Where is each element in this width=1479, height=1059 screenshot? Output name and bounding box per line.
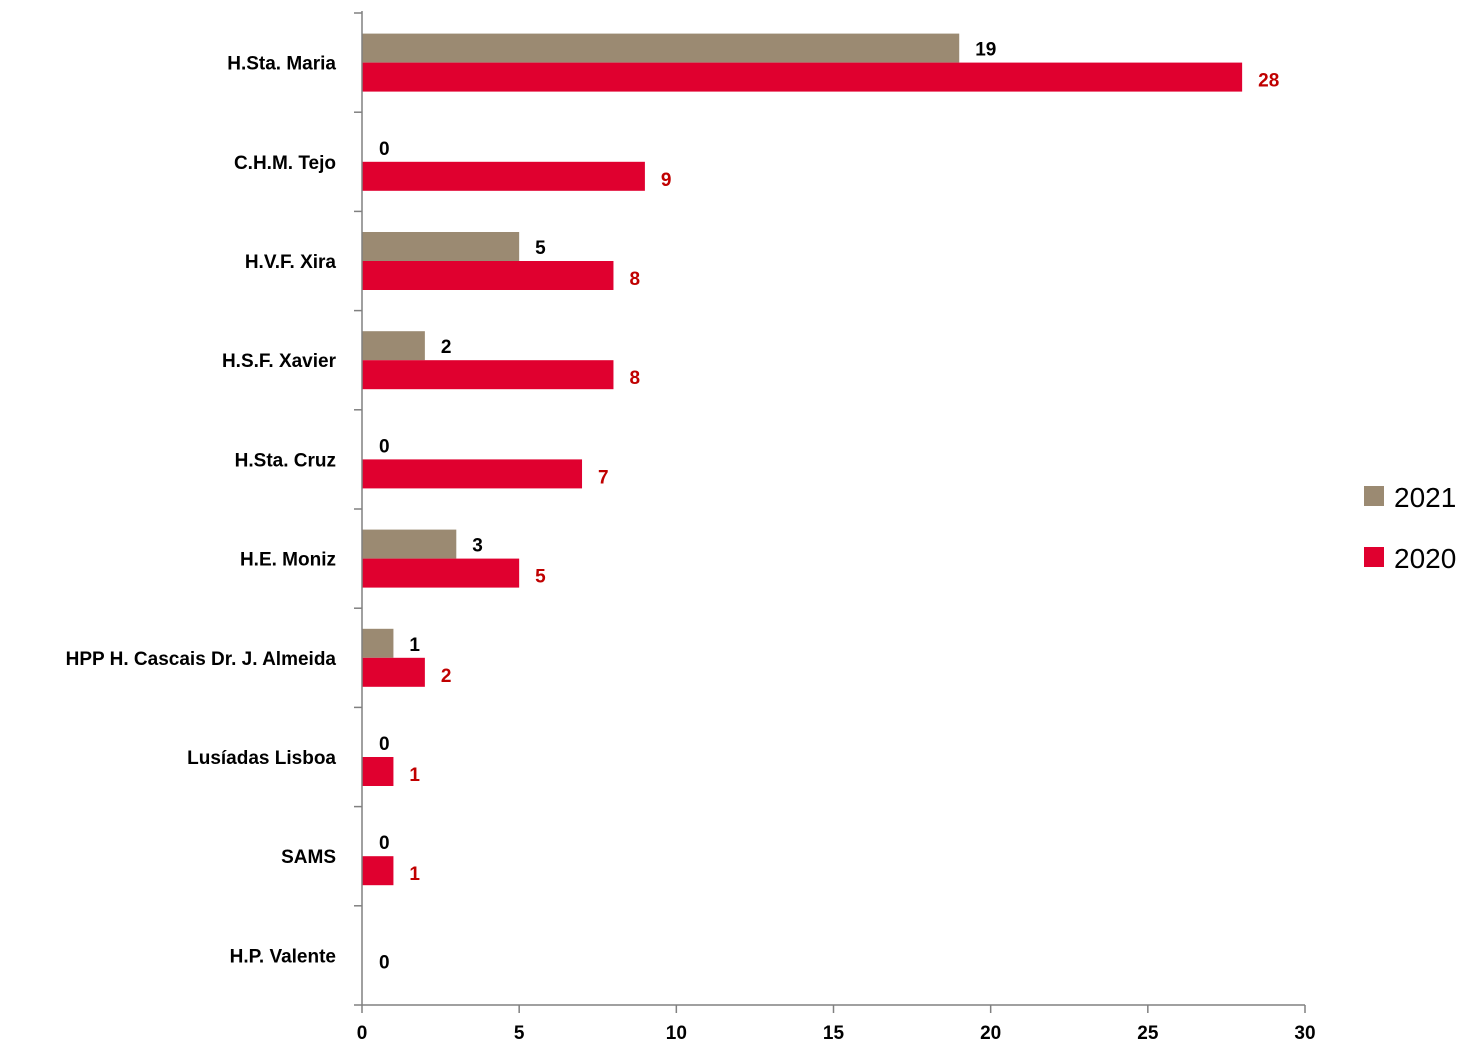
x-tick-label: 10 [666, 1023, 687, 1044]
x-tick-label: 25 [1137, 1023, 1159, 1044]
value-label-2020-sams: 1 [409, 864, 420, 885]
category-label-h-sta-cruz: H.Sta. Cruz [235, 450, 336, 471]
bar-2020-lus-adas-lisboa [362, 757, 394, 786]
category-labels: H.Sta. Maria C.H.M. Tejo H.V.F. Xira H.S.F.… [66, 54, 337, 968]
bar-2020-c-h-m-tejo [362, 161, 645, 191]
x-tick-label: 0 [357, 1023, 368, 1044]
category-label-h-e-moniz: H.E. Moniz [240, 550, 336, 571]
legend-swatch-2020 [1364, 547, 1384, 567]
x-tick-labels: 0 5 10 15 20 25 30 [357, 1023, 1316, 1044]
category-label-h-sta-maria: H.Sta. Maria [227, 54, 336, 75]
x-tick-label: 15 [823, 1023, 845, 1044]
category-label-lus-adas-lisboa: Lusíadas Lisboa [187, 748, 336, 769]
legend-label-2020: 2020 [1394, 543, 1456, 574]
category-label-hpp-h-cascais-dr-j-almeida: HPP H. Cascais Dr. J. Almeida [66, 649, 337, 670]
value-label-2021-h-s-f-xavier: 2 [441, 337, 452, 358]
bar-2021-hpp-h-cascais-dr-j-almeida [362, 628, 394, 658]
bar-2021-h-s-f-xavier [362, 331, 425, 361]
bar-2020-h-s-f-xavier [362, 360, 614, 390]
value-label-2021-h-sta-cruz: 0 [379, 436, 390, 457]
value-label-2020-h-e-moniz: 5 [535, 567, 546, 588]
category-label-h-v-f-xira: H.V.F. Xira [245, 252, 337, 273]
legend-label-2021: 2021 [1394, 482, 1456, 513]
value-label-2020-hpp-h-cascais-dr-j-almeida: 2 [441, 666, 452, 687]
legend: 2021 2020 [1364, 482, 1456, 574]
category-label-h-p-valente: H.P. Valente [230, 946, 336, 967]
bars-layer [362, 33, 1243, 886]
bar-2021-h-v-f-xira [362, 232, 520, 261]
value-label-2021-hpp-h-cascais-dr-j-almeida: 1 [409, 635, 420, 656]
bar-2020-sams [362, 856, 394, 886]
x-tick-label: 5 [514, 1023, 525, 1044]
value-label-2021-h-e-moniz: 3 [472, 536, 483, 557]
value-label-2020-h-v-f-xira: 8 [629, 269, 640, 290]
legend-swatch-2021 [1364, 486, 1384, 506]
value-label-2020-h-s-f-xavier: 8 [629, 368, 640, 389]
value-label-2021-h-sta-maria: 19 [975, 40, 996, 61]
bar-2020-h-sta-maria [362, 62, 1243, 92]
x-tick-label: 20 [980, 1023, 1001, 1044]
category-label-c-h-m-tejo: C.H.M. Tejo [234, 153, 336, 174]
category-label-h-s-f-xavier: H.S.F. Xavier [222, 351, 337, 372]
bar-2021-h-e-moniz [362, 529, 457, 559]
bar-2020-h-sta-cruz [362, 459, 583, 489]
value-label-2020-h-sta-maria: 28 [1258, 71, 1279, 92]
value-label-2021-sams: 0 [379, 833, 390, 854]
axes-layer [354, 11, 1306, 1013]
value-label-2021-h-p-valente: 0 [379, 952, 390, 973]
bar-2021-h-sta-maria [362, 33, 960, 63]
value-label-2021-h-v-f-xira: 5 [535, 238, 546, 259]
bar-2020-hpp-h-cascais-dr-j-almeida [362, 657, 425, 687]
value-label-2020-h-sta-cruz: 7 [598, 467, 609, 488]
bar-2020-h-v-f-xira [362, 261, 614, 290]
value-label-2020-c-h-m-tejo: 9 [661, 170, 672, 191]
category-label-sams: SAMS [281, 847, 336, 868]
bar-2020-h-e-moniz [362, 558, 520, 588]
x-tick-label: 30 [1294, 1023, 1315, 1044]
value-label-2021-c-h-m-tejo: 0 [379, 139, 390, 160]
value-label-2021-lus-adas-lisboa: 0 [379, 734, 390, 755]
value-label-2020-lus-adas-lisboa: 1 [409, 765, 420, 786]
